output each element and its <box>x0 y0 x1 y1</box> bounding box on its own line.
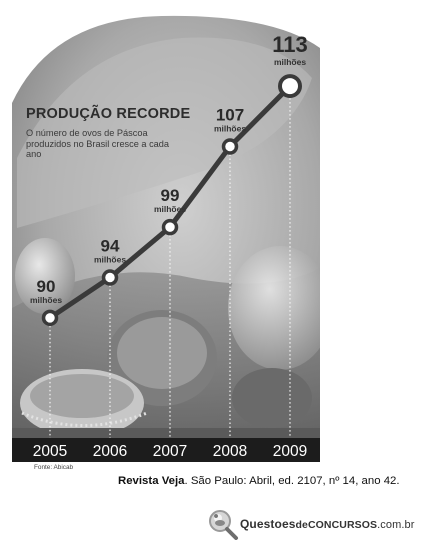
chart-subtitle: O número de ovos de Páscoa produzidos no… <box>26 128 169 159</box>
unit-label-2005: milhões <box>30 295 62 305</box>
data-point-2006 <box>101 269 119 286</box>
x-tick-2008: 2008 <box>213 443 247 460</box>
logo-de: de <box>295 519 308 531</box>
logo-text: QuestoesdeConcursos.com.br <box>240 517 415 531</box>
year-axis-bar <box>12 438 320 462</box>
value-label-2005: 90 <box>37 277 56 296</box>
logo-domain: .com.br <box>377 519 415 531</box>
caption-details: . São Paulo: Abril, ed. 2107, nº 14, ano… <box>184 475 400 487</box>
data-point-2009 <box>278 74 302 99</box>
site-logo: QuestoesdeConcursos.com.br <box>207 508 415 540</box>
value-label-2007: 99 <box>161 186 180 205</box>
value-label-2009: 113 <box>272 32 308 57</box>
unit-label-2009: milhões <box>274 57 306 67</box>
value-label-2006: 94 <box>101 237 120 256</box>
unit-label-2008: milhões <box>214 124 246 134</box>
caption-publication: Revista Veja <box>118 475 185 487</box>
data-point-2008 <box>221 138 239 155</box>
logo-prefix: Questoes <box>240 517 296 531</box>
logo-brand: Concursos <box>307 519 378 531</box>
chart-source: Fonte: Abicab <box>34 464 74 471</box>
data-point-2007 <box>161 218 179 236</box>
x-tick-2007: 2007 <box>153 443 187 460</box>
background-photo <box>12 15 320 439</box>
value-label-2008: 107 <box>216 106 244 125</box>
chart-figure: 90 milhões 94 milhões 99 milhões 107 milhões 113… <box>12 8 320 471</box>
unit-label-2006: milhões <box>94 255 126 265</box>
figure-caption: Revista Veja. São Paulo: Abril, ed. 2107… <box>118 475 400 487</box>
x-tick-2009: 2009 <box>273 443 307 460</box>
data-point-2005 <box>41 309 59 327</box>
magnifier-icon <box>209 510 238 540</box>
x-tick-2005: 2005 <box>33 443 67 460</box>
x-tick-2006: 2006 <box>93 443 127 460</box>
chart-title: PRODUÇÃO RECORDE <box>26 106 191 122</box>
unit-label-2007: milhões <box>154 204 186 214</box>
line-chart: 90milhões94milhões99milhões107milhões113… <box>12 15 320 462</box>
drop-lines <box>49 86 291 438</box>
